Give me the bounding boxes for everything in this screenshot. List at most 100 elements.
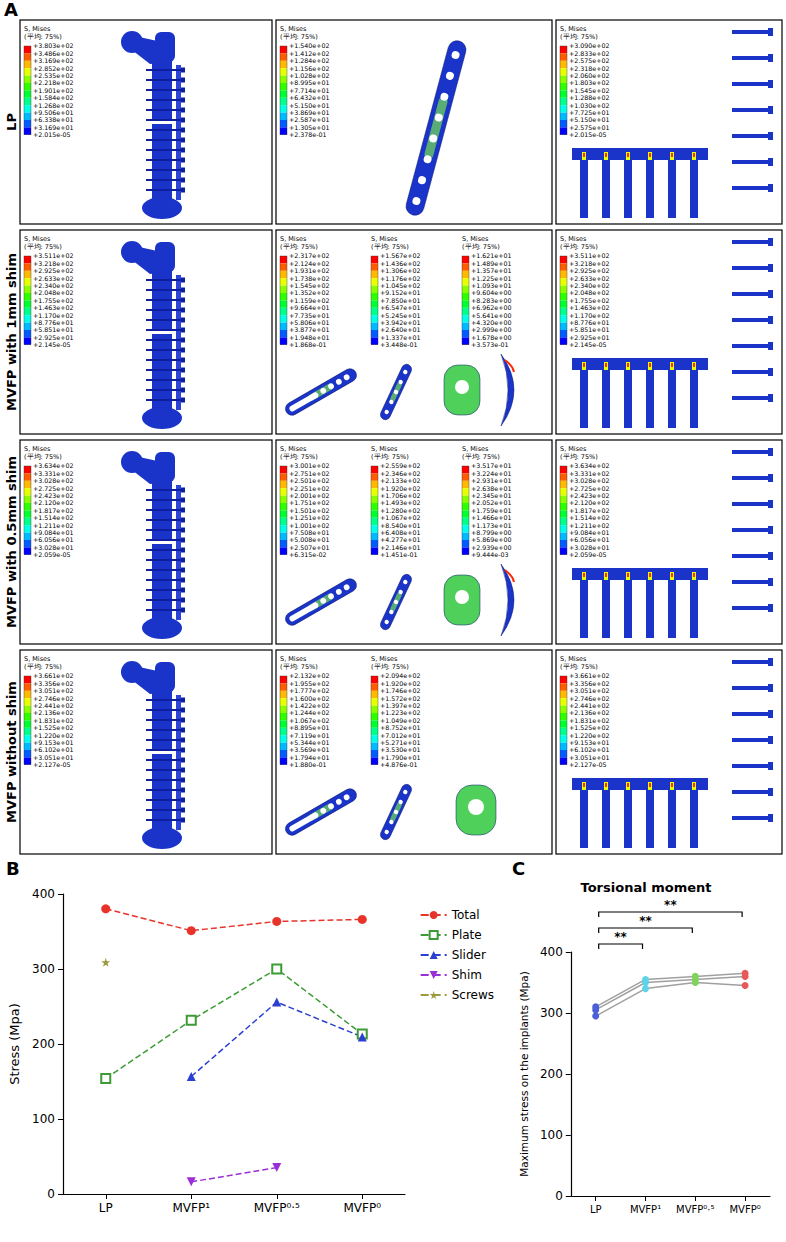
svg-text:+4.320e+00: +4.320e+00 [471, 319, 511, 326]
svg-text:(平均: 75%): (平均: 75%) [560, 453, 598, 461]
svg-text:+1.746e+02: +1.746e+02 [380, 687, 420, 694]
svg-text:+3.051e+01: +3.051e+01 [33, 754, 73, 761]
svg-text:+1.357e+01: +1.357e+01 [471, 267, 511, 274]
svg-text:+1.794e+01: +1.794e+01 [289, 754, 329, 761]
svg-text:+1.880e-01: +1.880e-01 [289, 761, 326, 768]
svg-text:+3.051e+01: +3.051e+01 [569, 754, 609, 761]
svg-text:+2.633e+02: +2.633e+02 [33, 275, 73, 282]
svg-text:+5.008e+01: +5.008e+01 [289, 536, 329, 543]
svg-text:+2.317e+02: +2.317e+02 [289, 252, 329, 259]
svg-text:+8.752e+01: +8.752e+01 [380, 724, 420, 731]
svg-text:(平均: 75%): (平均: 75%) [462, 243, 500, 251]
svg-text:MVFP without shim: MVFP without shim [4, 681, 19, 823]
svg-text:+2.132e+02: +2.132e+02 [289, 672, 329, 679]
svg-text:+1.545e+02: +1.545e+02 [289, 282, 329, 289]
svg-text:+6.056e+01: +6.056e+01 [569, 536, 609, 543]
svg-text:+2.746e+02: +2.746e+02 [33, 695, 73, 702]
svg-text:+1.284e+02: +1.284e+02 [289, 57, 329, 64]
svg-text:S, Mises: S, Mises [280, 655, 307, 663]
svg-text:(平均: 75%): (平均: 75%) [24, 33, 62, 41]
svg-text:(平均: 75%): (平均: 75%) [24, 453, 62, 461]
svg-text:+1.030e+02: +1.030e+02 [569, 102, 609, 109]
svg-text:+6.962e+00: +6.962e+00 [471, 304, 511, 311]
svg-text:S, Mises: S, Mises [560, 235, 587, 243]
svg-text:+6.102e+01: +6.102e+01 [569, 746, 609, 753]
svg-text:+9.152e+01: +9.152e+01 [380, 289, 420, 296]
svg-text:+3.028e+01: +3.028e+01 [33, 544, 73, 551]
svg-text:+3.573e-01: +3.573e-01 [471, 341, 508, 348]
svg-text:+2.251e+02: +2.251e+02 [289, 485, 329, 492]
svg-text:+1.572e+02: +1.572e+02 [380, 695, 420, 702]
svg-text:+2.048e+02: +2.048e+02 [33, 289, 73, 296]
svg-text:+1.159e+02: +1.159e+02 [289, 297, 329, 304]
svg-text:+3.224e+01: +3.224e+01 [471, 470, 511, 477]
svg-text:+1.337e+01: +1.337e+01 [380, 334, 420, 341]
svg-text:+2.015e-05: +2.015e-05 [33, 131, 70, 138]
svg-text:**: ** [614, 930, 627, 944]
svg-text:+3.356e+02: +3.356e+02 [569, 680, 609, 687]
svg-text:(平均: 75%): (平均: 75%) [280, 33, 318, 41]
svg-text:MVFP with 0.5mm shim: MVFP with 0.5mm shim [4, 456, 19, 628]
svg-text:+2.127e-05: +2.127e-05 [569, 761, 606, 768]
svg-text:+3.051e+02: +3.051e+02 [569, 687, 609, 694]
svg-text:+1.755e+02: +1.755e+02 [569, 297, 609, 304]
svg-text:Shim: Shim [452, 968, 482, 982]
svg-text:+1.751e+02: +1.751e+02 [289, 499, 329, 506]
svg-text:+3.448e-01: +3.448e-01 [380, 341, 417, 348]
svg-text:+8.540e+01: +8.540e+01 [380, 522, 420, 529]
svg-text:+1.777e+02: +1.777e+02 [289, 687, 329, 694]
svg-text:+1.759e+01: +1.759e+01 [471, 507, 511, 514]
svg-text:+3.169e+02: +3.169e+02 [33, 57, 73, 64]
svg-text:+1.028e+02: +1.028e+02 [289, 72, 329, 79]
svg-text:+2.059e-05: +2.059e-05 [569, 551, 606, 558]
svg-text:+5.150e+01: +5.150e+01 [569, 116, 609, 123]
svg-text:+8.995e+01: +8.995e+01 [289, 79, 329, 86]
svg-text:+2.939e+00: +2.939e+00 [471, 544, 511, 551]
svg-text:+1.220e+02: +1.220e+02 [569, 732, 609, 739]
svg-text:+2.441e+02: +2.441e+02 [569, 702, 609, 709]
svg-text:+5.641e+00: +5.641e+00 [471, 312, 511, 319]
svg-text:+2.145e-05: +2.145e-05 [569, 341, 606, 348]
svg-text:+2.133e+02: +2.133e+02 [380, 477, 420, 484]
svg-text:+1.868e-01: +1.868e-01 [289, 341, 326, 348]
svg-text:+1.280e+02: +1.280e+02 [380, 507, 420, 514]
svg-text:200: 200 [540, 1067, 563, 1081]
svg-text:+1.466e+01: +1.466e+01 [471, 514, 511, 521]
svg-text:+3.486e+02: +3.486e+02 [33, 50, 73, 57]
svg-text:+2.124e+02: +2.124e+02 [289, 260, 329, 267]
svg-text:+3.356e+02: +3.356e+02 [33, 680, 73, 687]
svg-text:+1.817e+02: +1.817e+02 [569, 507, 609, 514]
svg-text:+7.714e+01: +7.714e+01 [289, 87, 329, 94]
svg-text:MVFP¹: MVFP¹ [172, 1201, 210, 1215]
svg-text:+1.251e+02: +1.251e+02 [289, 514, 329, 521]
svg-text:+1.211e+02: +1.211e+02 [569, 522, 609, 529]
svg-text:+2.833e+02: +2.833e+02 [569, 50, 609, 57]
svg-text:+1.831e+02: +1.831e+02 [33, 717, 73, 724]
svg-text:+1.525e+02: +1.525e+02 [33, 724, 73, 731]
svg-text:+3.090e+02: +3.090e+02 [569, 42, 609, 49]
svg-text:+2.120e+02: +2.120e+02 [569, 499, 609, 506]
svg-text:+2.559e+02: +2.559e+02 [380, 462, 420, 469]
svg-text:200: 200 [32, 1037, 55, 1051]
svg-text:(平均: 75%): (平均: 75%) [560, 663, 598, 671]
svg-text:+9.084e+01: +9.084e+01 [33, 529, 73, 536]
svg-text:+1.268e+02: +1.268e+02 [33, 102, 73, 109]
svg-text:+8.895e+01: +8.895e+01 [289, 724, 329, 731]
svg-text:+2.120e+02: +2.120e+02 [33, 499, 73, 506]
svg-text:+2.423e+02: +2.423e+02 [569, 492, 609, 499]
svg-text:+6.338e+01: +6.338e+01 [33, 116, 73, 123]
svg-text:+1.436e+02: +1.436e+02 [380, 260, 420, 267]
svg-text:S, Mises: S, Mises [280, 25, 307, 33]
svg-text:Torsional moment: Torsional moment [581, 880, 712, 895]
svg-text:+2.999e+00: +2.999e+00 [471, 326, 511, 333]
svg-text:+1.156e+02: +1.156e+02 [289, 65, 329, 72]
svg-text:+2.048e+02: +2.048e+02 [569, 289, 609, 296]
svg-text:S, Mises: S, Mises [560, 655, 587, 663]
svg-text:+1.948e+01: +1.948e+01 [289, 334, 329, 341]
svg-text:+2.340e+02: +2.340e+02 [33, 282, 73, 289]
svg-text:+2.587e+01: +2.587e+01 [289, 116, 329, 123]
svg-text:400: 400 [32, 887, 55, 901]
svg-text:+7.012e+01: +7.012e+01 [380, 732, 420, 739]
svg-text:+1.067e+02: +1.067e+02 [289, 717, 329, 724]
svg-text:+2.852e+02: +2.852e+02 [33, 65, 73, 72]
